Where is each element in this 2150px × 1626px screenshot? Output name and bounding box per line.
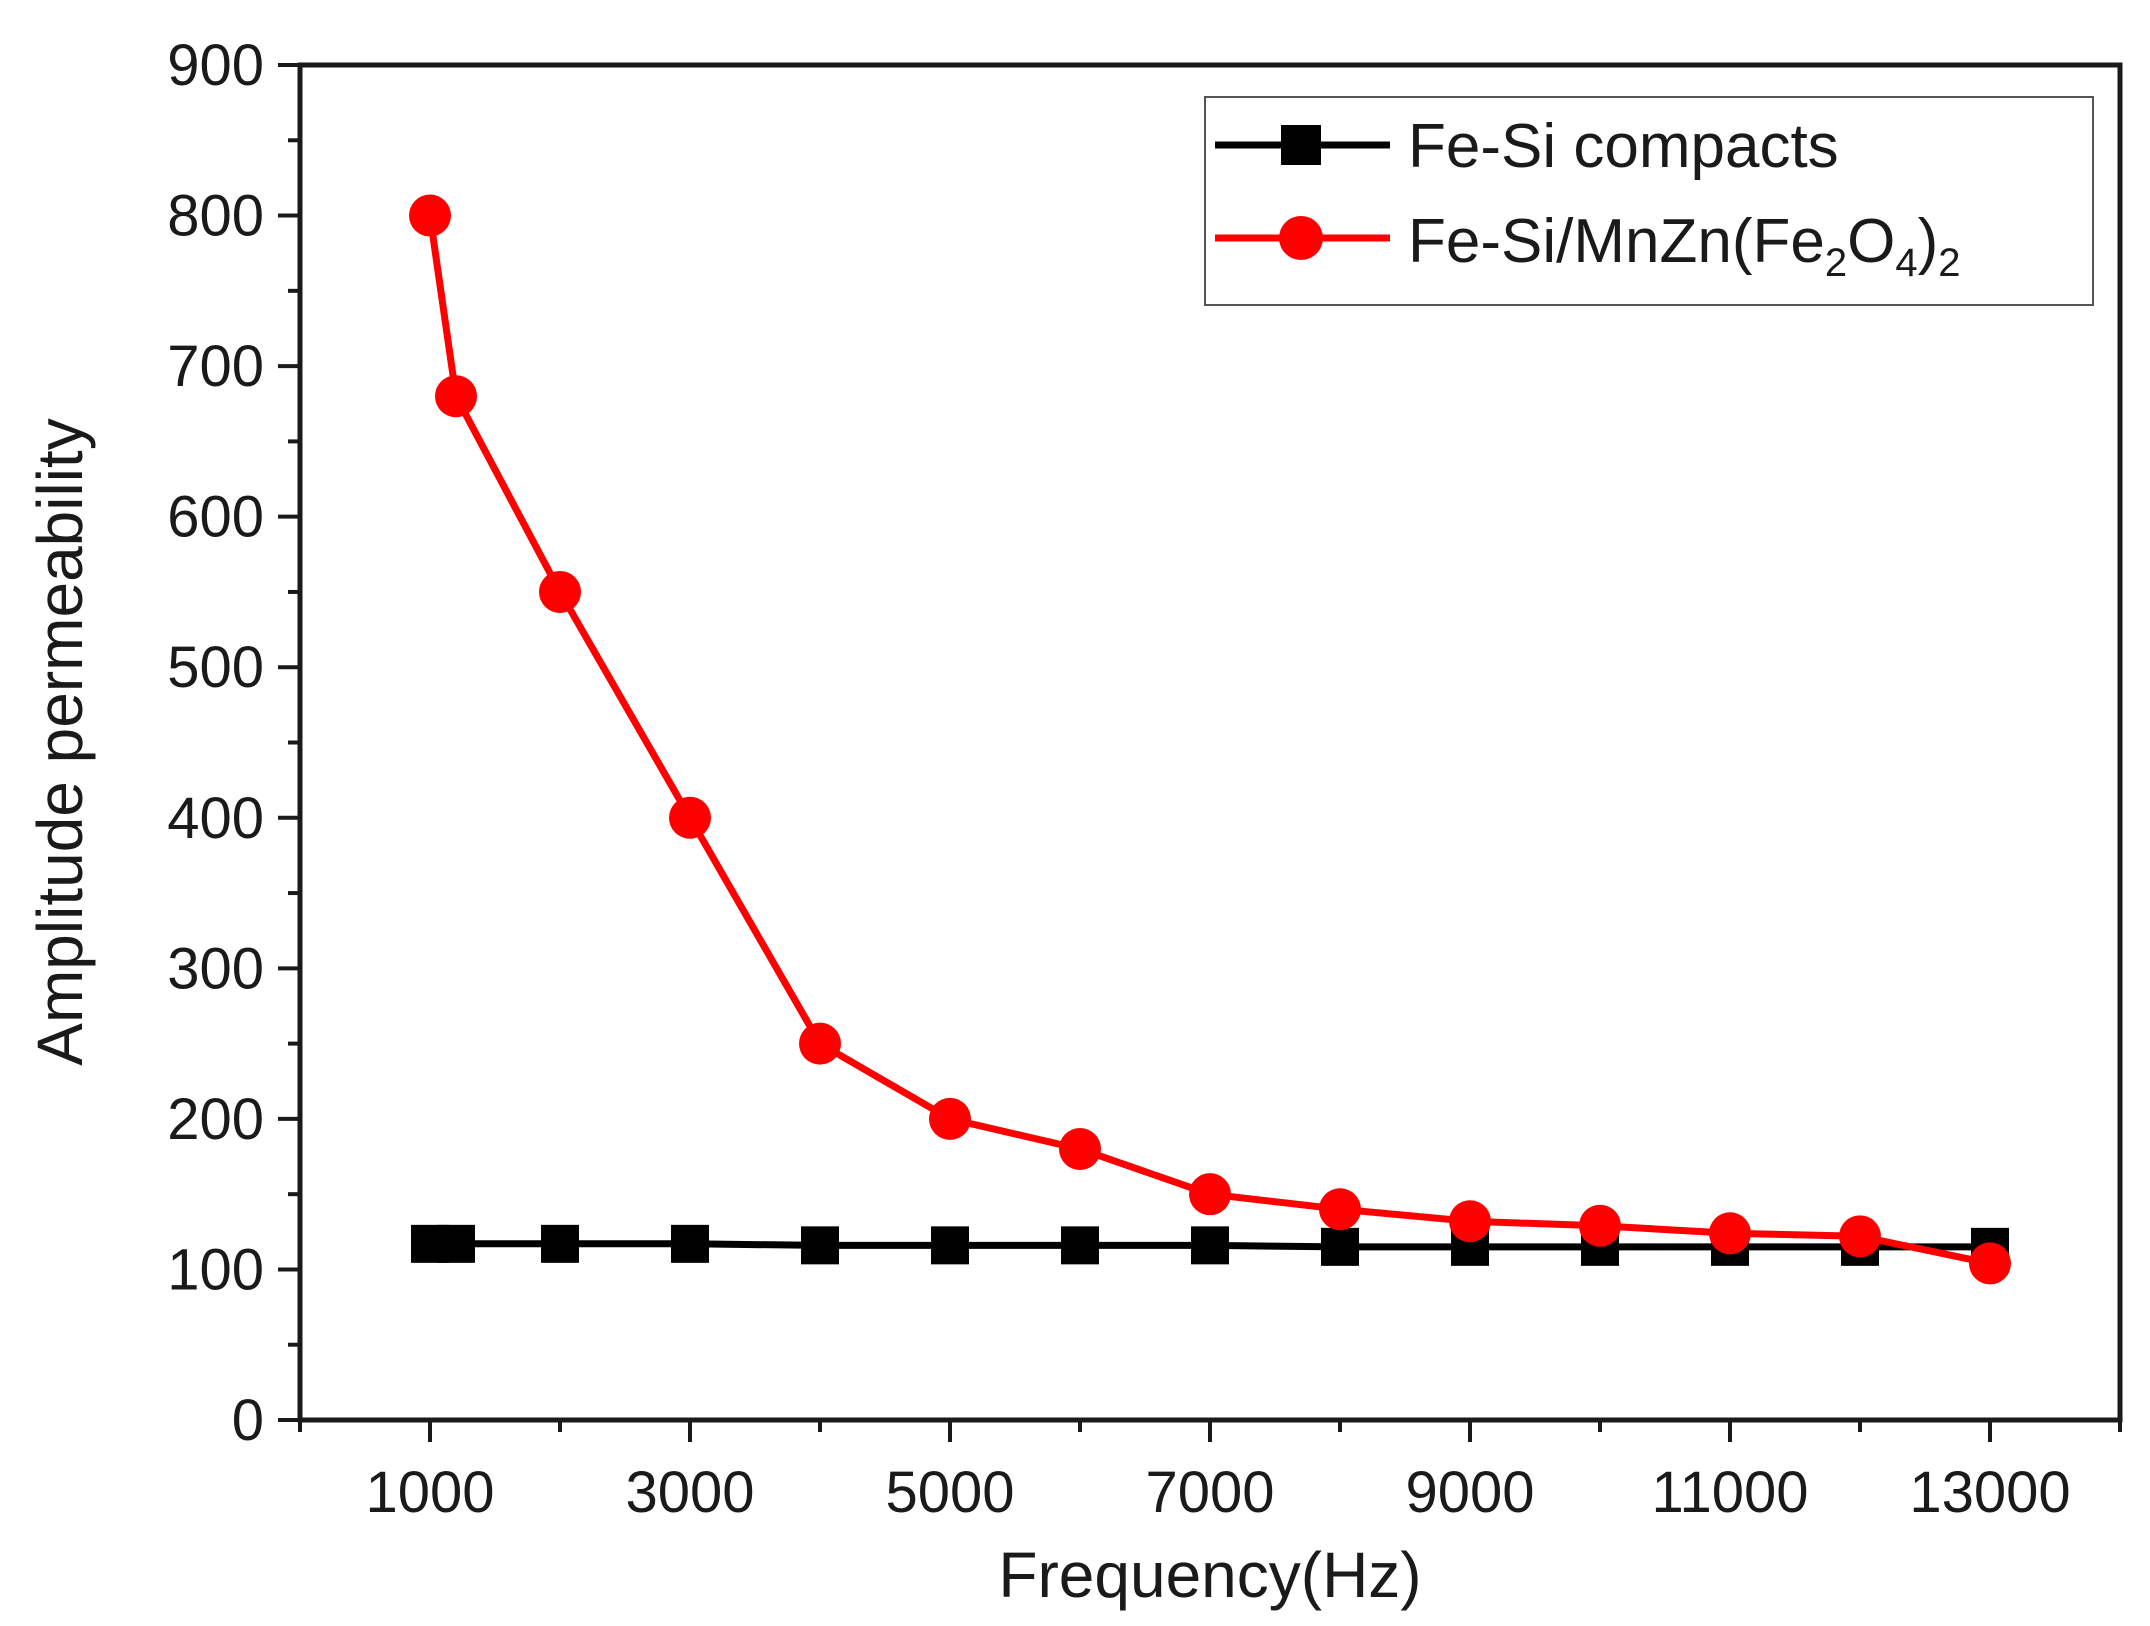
- data-point-fe-si: [541, 1224, 579, 1263]
- x-tick-label: 1000: [365, 1460, 494, 1525]
- data-point-fe-si-mnzn: [669, 796, 711, 839]
- x-tick-label: 11000: [1652, 1460, 1809, 1525]
- data-point-fe-si-mnzn: [409, 194, 451, 237]
- legend-label-fe-si-mnzn: Fe-Si/MnZn(Fe2O4)2: [1408, 207, 1960, 285]
- y-tick-label: 200: [167, 1087, 264, 1152]
- data-point-fe-si: [1061, 1226, 1099, 1265]
- y-tick-label: 0: [232, 1388, 264, 1453]
- x-axis-title: Frequency(Hz): [998, 1539, 1421, 1611]
- legend-label-part: Fe-Si/MnZn(Fe: [1408, 207, 1825, 276]
- data-point-fe-si-mnzn: [1189, 1173, 1231, 1216]
- y-tick-label: 700: [167, 334, 264, 399]
- x-tick-label: 7000: [1145, 1460, 1274, 1525]
- y-tick-label: 800: [167, 184, 264, 249]
- y-axis-ticks: 0 100 200 300 400 500 600 700 800 900: [167, 33, 300, 1453]
- legend-box: [1204, 96, 2094, 306]
- series-layer: [409, 194, 2011, 1285]
- data-point-fe-si-mnzn: [1969, 1242, 2011, 1285]
- legend-label-fe-si: Fe-Si compacts: [1408, 112, 1839, 181]
- data-point-fe-si-mnzn: [1709, 1212, 1751, 1255]
- y-tick-label: 400: [167, 786, 264, 851]
- data-point-fe-si-mnzn: [435, 375, 477, 418]
- series-line-fe-si: [430, 1240, 1990, 1251]
- data-point-fe-si-mnzn: [1579, 1204, 1621, 1247]
- y-tick-label: 600: [167, 485, 264, 550]
- legend-subscript: 2: [1825, 241, 1847, 285]
- legend: Fe-Si compacts Fe-Si/MnZn(Fe2O4)2: [1204, 96, 2094, 306]
- x-tick-label: 3000: [625, 1460, 754, 1525]
- y-tick-label: 300: [167, 936, 264, 1001]
- y-tick-label: 100: [167, 1237, 264, 1302]
- legend-subscript: 2: [1938, 241, 1960, 285]
- data-point-fe-si: [931, 1226, 969, 1265]
- data-point-fe-si: [1321, 1227, 1359, 1266]
- data-point-fe-si-mnzn: [799, 1022, 841, 1065]
- data-point-fe-si: [801, 1226, 839, 1265]
- x-tick-label: 9000: [1405, 1460, 1534, 1525]
- data-point-fe-si-mnzn: [1059, 1128, 1101, 1170]
- data-point-fe-si-mnzn: [1319, 1188, 1361, 1231]
- y-tick-label: 500: [167, 635, 264, 700]
- x-tick-label: 13000: [1909, 1460, 2070, 1525]
- plot-frame: [297, 62, 2123, 1423]
- x-tick-label: 5000: [885, 1460, 1014, 1525]
- y-axis-title: Amplitude permeability: [24, 418, 96, 1065]
- legend-label-part: ): [1918, 207, 1939, 276]
- data-point-fe-si-mnzn: [1839, 1215, 1881, 1258]
- legend-marker-circle: [1279, 216, 1323, 260]
- data-point-fe-si: [1191, 1226, 1229, 1265]
- data-point-fe-si: [437, 1224, 475, 1263]
- data-point-fe-si: [671, 1224, 709, 1263]
- data-point-fe-si-mnzn: [929, 1097, 971, 1140]
- series-line-fe-si-mnzn: [426, 215, 1991, 1267]
- legend-label-part: O: [1847, 207, 1895, 276]
- x-axis-ticks: 1000 3000 5000 7000 9000 11000 13000: [298, 1420, 2122, 1525]
- legend-marker-square: [1281, 125, 1321, 165]
- data-point-fe-si-mnzn: [539, 570, 581, 613]
- data-point-fe-si-mnzn: [1449, 1200, 1491, 1243]
- legend-subscript: 4: [1895, 241, 1917, 285]
- y-tick-label: 900: [167, 33, 264, 98]
